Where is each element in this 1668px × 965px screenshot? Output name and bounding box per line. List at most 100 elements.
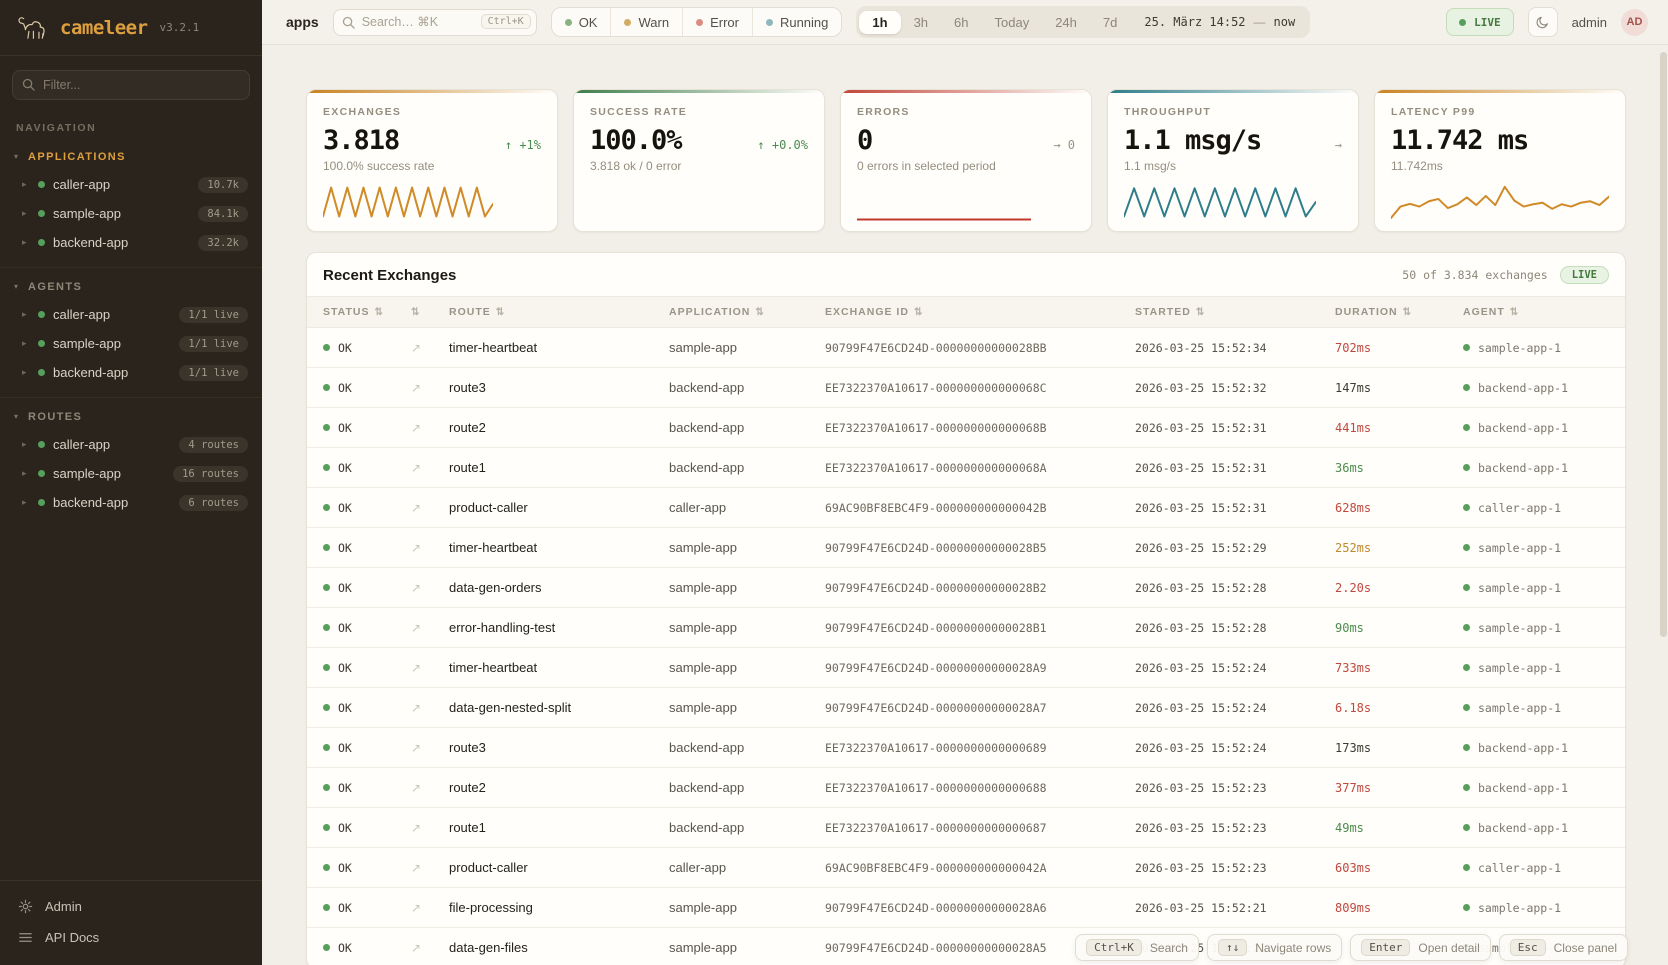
application-cell: sample-app bbox=[669, 900, 737, 915]
status-dot bbox=[38, 239, 45, 246]
table-row[interactable]: OK ↗ data-gen-orders sample-app 90799F47E6CD… bbox=[307, 568, 1625, 608]
filter-input[interactable] bbox=[12, 70, 250, 100]
table-row[interactable]: OK ↗ route2 backend-app EE7322370A10617-0000… bbox=[307, 408, 1625, 448]
column-header-duration[interactable]: DURATION ⇅ bbox=[1335, 306, 1463, 318]
status-filter-group: OK Warn Error Running bbox=[550, 7, 843, 37]
open-trace-icon[interactable]: ↗ bbox=[411, 780, 422, 795]
table-row[interactable]: OK ↗ route3 backend-app EE7322370A10617-0000… bbox=[307, 728, 1625, 768]
sidebar-item-badge: 84.1k bbox=[198, 205, 248, 222]
table-row[interactable]: OK ↗ route1 backend-app EE7322370A10617-0000… bbox=[307, 808, 1625, 848]
status-filter-error[interactable]: Error bbox=[682, 8, 752, 36]
column-header-exchange-id[interactable]: EXCHANGE ID ⇅ bbox=[825, 306, 1135, 318]
open-trace-icon[interactable]: ↗ bbox=[411, 700, 422, 715]
table-row[interactable]: OK ↗ data-gen-nested-split sample-app 90799F… bbox=[307, 688, 1625, 728]
range-button-6h[interactable]: 6h bbox=[954, 14, 969, 30]
open-trace-icon[interactable]: ↗ bbox=[411, 740, 422, 755]
status-filter-warn[interactable]: Warn bbox=[610, 8, 682, 36]
range-buttons: 1h 3h 6h Today 24h 7d bbox=[859, 10, 1130, 34]
table-row[interactable]: OK ↗ timer-heartbeat sample-app 90799F47E6CD… bbox=[307, 328, 1625, 368]
sidebar-filter bbox=[12, 70, 250, 100]
sidebar-item-caller-app[interactable]: ▸ caller-app 4 routes bbox=[0, 430, 262, 459]
sidebar-item-sample-app[interactable]: ▸ sample-app 1/1 live bbox=[0, 329, 262, 358]
sidebar-item-sample-app[interactable]: ▸ sample-app 16 routes bbox=[0, 459, 262, 488]
sort-icon: ⇅ bbox=[1195, 306, 1206, 318]
table-row[interactable]: OK ↗ error-handling-test sample-app 90799F47… bbox=[307, 608, 1625, 648]
status-label: OK bbox=[338, 460, 352, 475]
sidebar-item-api-docs[interactable]: API Docs bbox=[0, 922, 262, 953]
chevron-right-icon: ▸ bbox=[22, 367, 27, 377]
open-trace-icon[interactable]: ↗ bbox=[411, 460, 422, 475]
sidebar-section-header[interactable]: ▾ ROUTES bbox=[0, 406, 262, 430]
open-trace-icon[interactable]: ↗ bbox=[411, 500, 422, 515]
status-dot bbox=[38, 340, 45, 347]
table-row[interactable]: OK ↗ route3 backend-app EE7322370A10617-0000… bbox=[307, 368, 1625, 408]
search-icon bbox=[22, 78, 35, 91]
table-row[interactable]: OK ↗ timer-heartbeat sample-app 90799F47E6CD… bbox=[307, 648, 1625, 688]
table-row[interactable]: OK ↗ timer-heartbeat sample-app 90799F47E6CD… bbox=[307, 528, 1625, 568]
open-trace-icon[interactable]: ↗ bbox=[411, 940, 422, 955]
range-button-3h[interactable]: 3h bbox=[913, 14, 929, 30]
range-button-24h[interactable]: 24h bbox=[1055, 14, 1077, 30]
range-button-today[interactable]: Today bbox=[994, 14, 1030, 30]
stat-card-value: 0 bbox=[857, 125, 873, 156]
open-trace-icon[interactable]: ↗ bbox=[411, 860, 422, 875]
sidebar-item-admin[interactable]: Admin bbox=[0, 891, 262, 922]
open-trace-icon[interactable]: ↗ bbox=[411, 580, 422, 595]
sidebar-item-backend-app[interactable]: ▸ backend-app 32.2k bbox=[0, 228, 262, 257]
sidebar-item-caller-app[interactable]: ▸ caller-app 1/1 live bbox=[0, 300, 262, 329]
time-range-display[interactable]: 25. März 14:52 — now bbox=[1130, 15, 1307, 29]
range-button-1h[interactable]: 1h bbox=[859, 10, 901, 34]
status-cell: OK bbox=[323, 781, 411, 795]
sidebar-item-backend-app[interactable]: ▸ backend-app 6 routes bbox=[0, 488, 262, 517]
column-header-application[interactable]: APPLICATION ⇅ bbox=[669, 306, 825, 318]
avatar[interactable]: AD bbox=[1621, 8, 1648, 36]
status-dot bbox=[765, 18, 773, 26]
open-trace-icon[interactable]: ↗ bbox=[411, 340, 422, 355]
column-header-trace[interactable]: ⇅ bbox=[411, 307, 449, 318]
sidebar-item-sample-app[interactable]: ▸ sample-app 84.1k bbox=[0, 199, 262, 228]
ok-status-dot bbox=[323, 824, 330, 831]
sidebar-item-caller-app[interactable]: ▸ caller-app 10.7k bbox=[0, 170, 262, 199]
status-filter-ok[interactable]: OK bbox=[552, 8, 611, 36]
open-trace-icon[interactable]: ↗ bbox=[411, 820, 422, 835]
sidebar-section-header[interactable]: ▾ AGENTS bbox=[0, 276, 262, 300]
column-header-status[interactable]: STATUS ⇅ bbox=[323, 306, 411, 318]
table-row[interactable]: OK ↗ file-processing sample-app 90799F47E6CD… bbox=[307, 888, 1625, 928]
started-cell: 2026-03-25 15:52:31 bbox=[1135, 420, 1267, 435]
open-trace-icon[interactable]: ↗ bbox=[411, 620, 422, 635]
sort-icon: ⇅ bbox=[495, 306, 506, 318]
column-header-agent[interactable]: AGENT ⇅ bbox=[1463, 306, 1609, 318]
table-row[interactable]: OK ↗ product-caller caller-app 69AC90BF8EBC4… bbox=[307, 848, 1625, 888]
open-trace-icon[interactable]: ↗ bbox=[411, 540, 422, 555]
agent-status-dot bbox=[1463, 464, 1470, 471]
status-cell: OK bbox=[323, 821, 411, 835]
table-row[interactable]: OK ↗ product-caller caller-app 69AC90BF8EBC4… bbox=[307, 488, 1625, 528]
exchange-id-cell: EE7322370A10617-000000000000068B bbox=[825, 420, 1047, 435]
route-cell: product-caller bbox=[449, 860, 528, 875]
duration-cell: 6.18s bbox=[1335, 700, 1372, 715]
table-row[interactable]: OK ↗ route1 backend-app EE7322370A10617-0000… bbox=[307, 448, 1625, 488]
live-toggle-button[interactable]: LIVE bbox=[1446, 8, 1514, 36]
range-button-7d[interactable]: 7d bbox=[1102, 14, 1118, 30]
open-trace-icon[interactable]: ↗ bbox=[411, 380, 422, 395]
scrollbar-thumb[interactable] bbox=[1660, 52, 1667, 637]
open-trace-icon[interactable]: ↗ bbox=[411, 900, 422, 915]
sidebar-section-header[interactable]: ▾ APPLICATIONS bbox=[0, 146, 262, 170]
duration-cell: 441ms bbox=[1335, 420, 1372, 435]
status-cell: OK bbox=[323, 461, 411, 475]
sparkline-chart bbox=[323, 183, 493, 221]
table-row[interactable]: OK ↗ route2 backend-app EE7322370A10617-0000… bbox=[307, 768, 1625, 808]
open-trace-icon[interactable]: ↗ bbox=[411, 420, 422, 435]
sidebar-item-backend-app[interactable]: ▸ backend-app 1/1 live bbox=[0, 358, 262, 387]
hint-label: Navigate rows bbox=[1255, 940, 1332, 955]
status-filter-running[interactable]: Running bbox=[751, 8, 841, 36]
started-cell: 2026-03-25 15:52:23 bbox=[1135, 780, 1267, 795]
caret-down-icon: ▾ bbox=[14, 412, 19, 421]
column-header-started[interactable]: STARTED ⇅ bbox=[1135, 306, 1335, 318]
search-input[interactable] bbox=[332, 8, 537, 36]
hint-label: Search bbox=[1149, 940, 1188, 955]
column-header-route[interactable]: ROUTE ⇅ bbox=[449, 306, 669, 318]
theme-toggle-button[interactable] bbox=[1527, 7, 1558, 37]
open-trace-icon[interactable]: ↗ bbox=[411, 660, 422, 675]
duration-cell: 147ms bbox=[1335, 380, 1372, 395]
